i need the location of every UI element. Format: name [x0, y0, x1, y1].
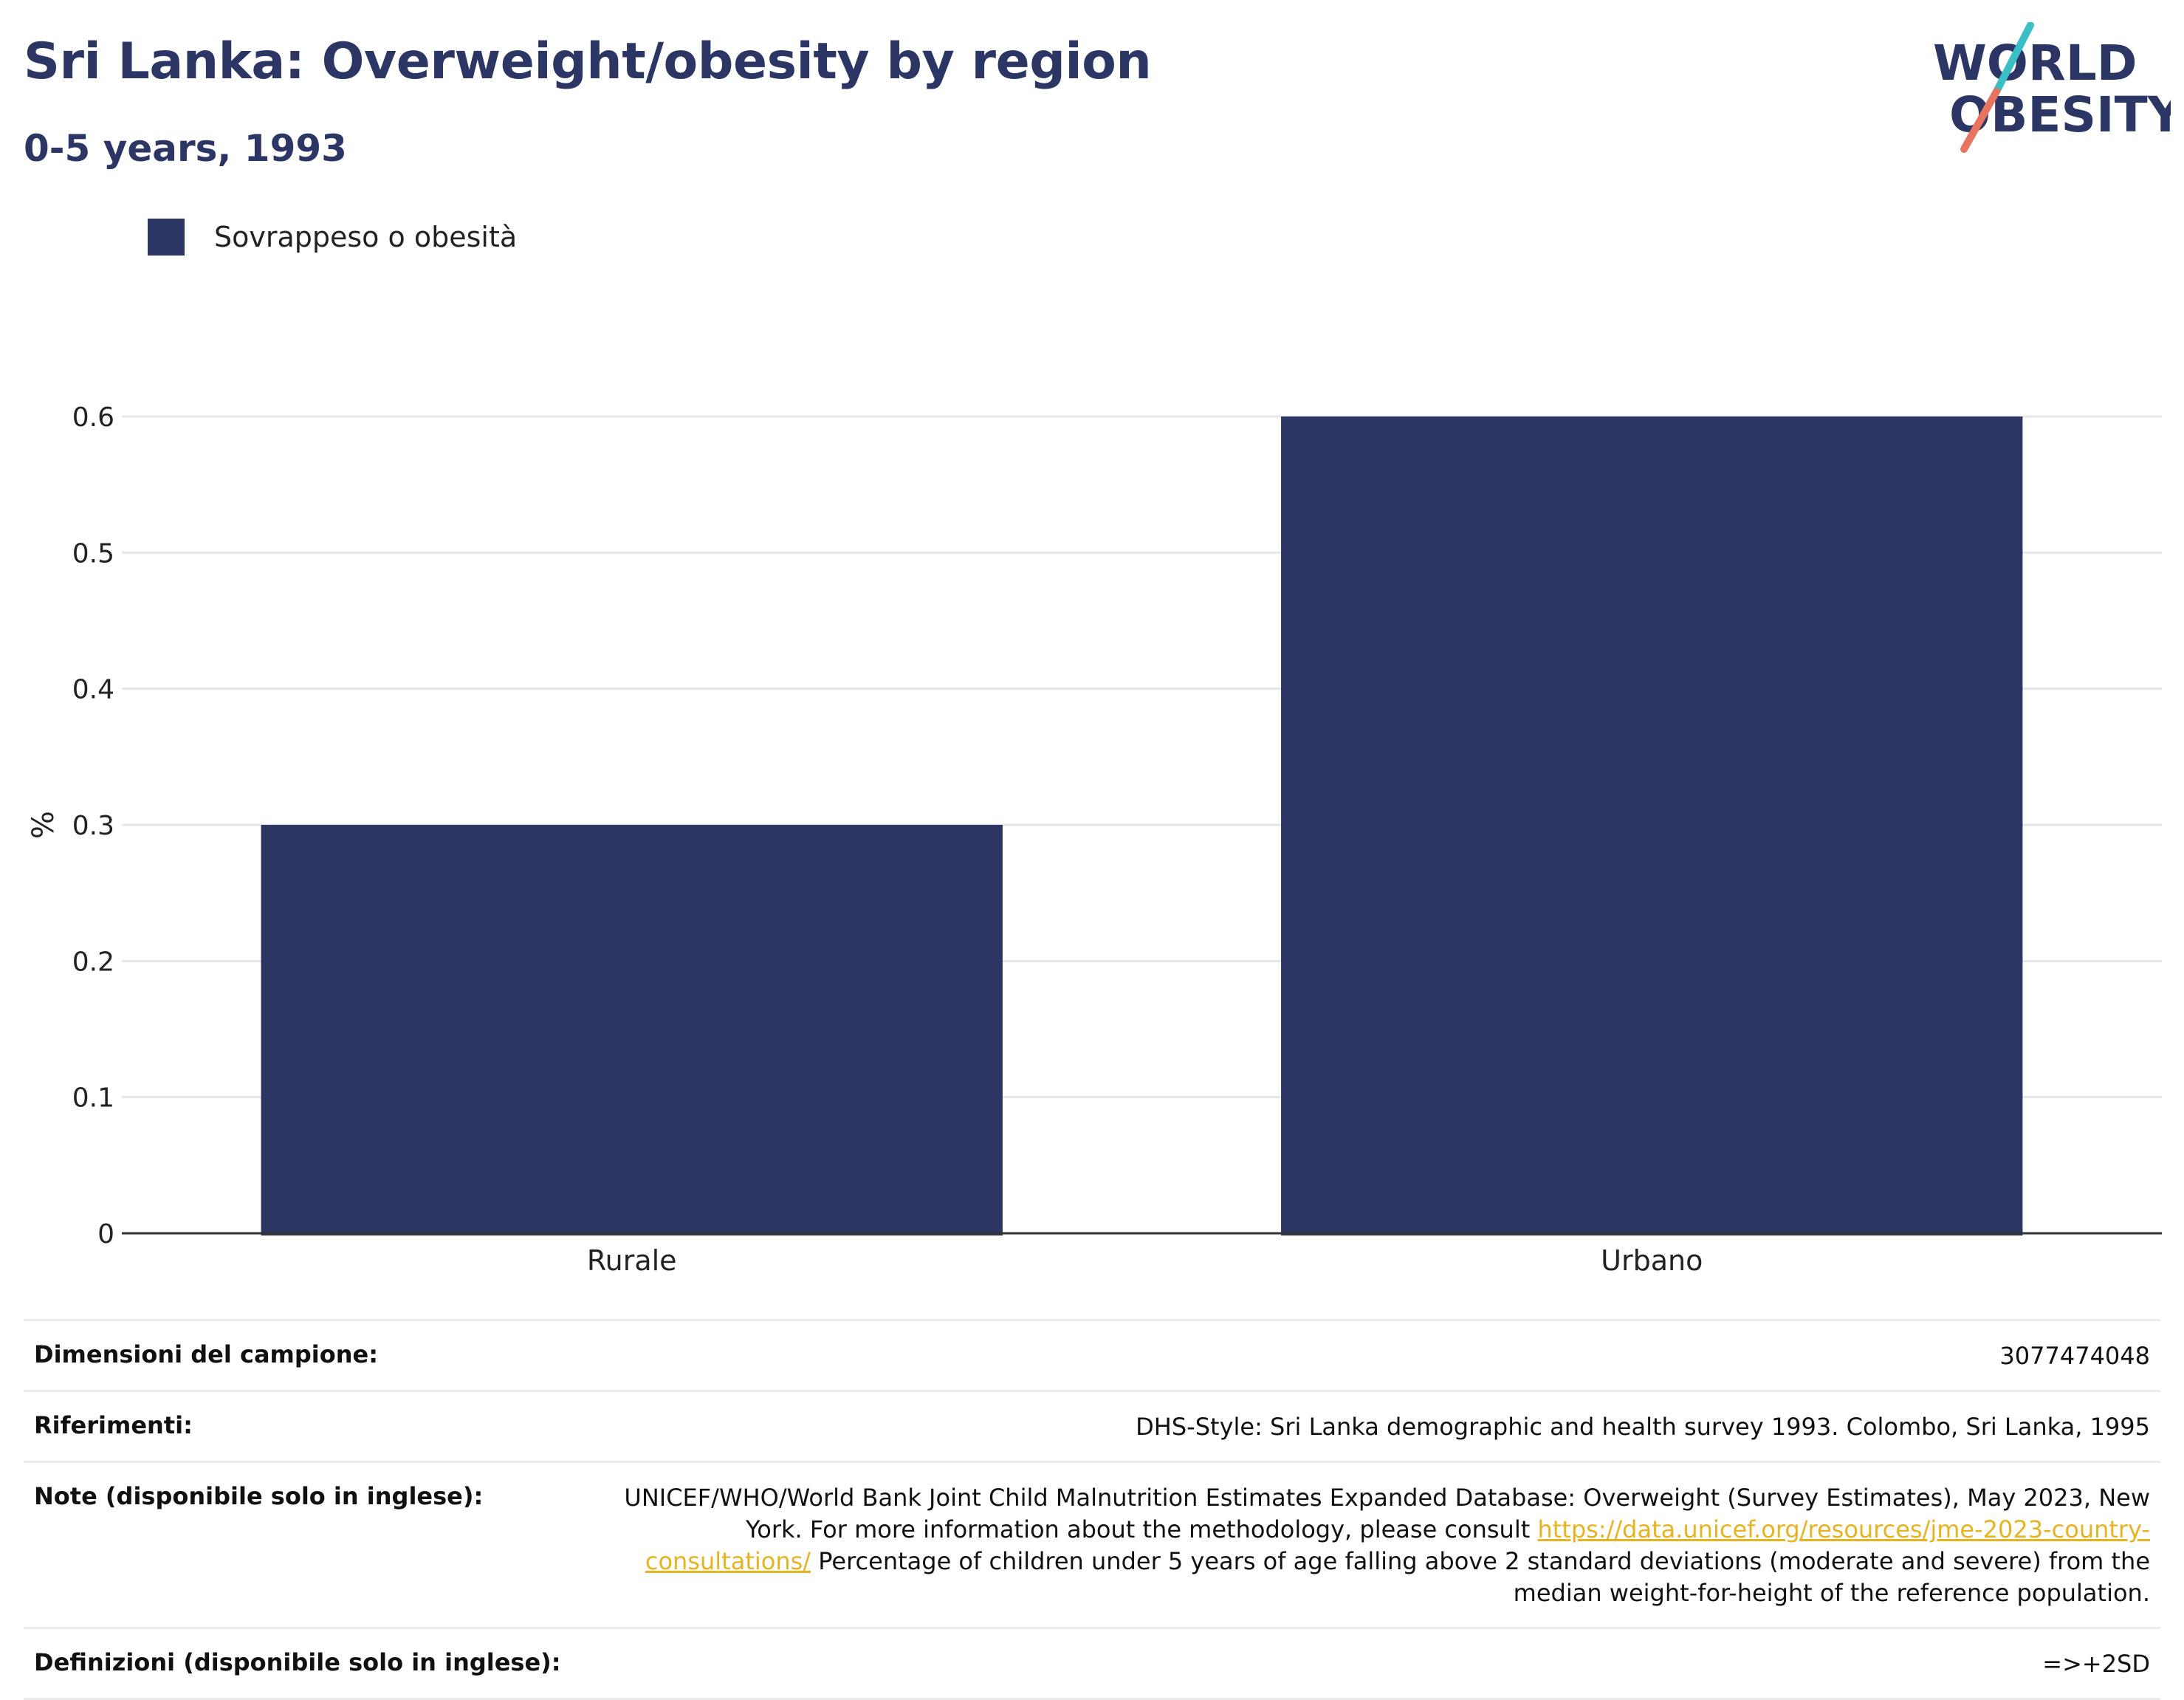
y-tick-label: 0.1 — [72, 1083, 114, 1114]
info-table: Dimensioni del campione: 3077474048 Rife… — [24, 1319, 2160, 1700]
notes-value: UNICEF/WHO/World Bank Joint Child Malnut… — [607, 1482, 2150, 1609]
x-tick-label: Rurale — [587, 1244, 677, 1277]
notes-text-after: Percentage of children under 5 years of … — [811, 1547, 2150, 1607]
chart-title: Sri Lanka: Overweight/obesity by region — [24, 32, 1152, 91]
references-value: DHS-Style: Sri Lanka demographic and hea… — [1136, 1413, 2150, 1441]
bars — [261, 417, 2023, 1235]
x-tick-label: Urbano — [1601, 1244, 1703, 1277]
world-obesity-logo: WORLD OBESITY — [1933, 22, 2171, 153]
legend[interactable]: Sovrappeso o obesità — [148, 218, 517, 256]
axes: 0 0.1 0.2 0.3 0.4 0.5 0.6 Rurale Urbano% — [27, 402, 2162, 1277]
methodology-link[interactable]: https://data.unicef.org/resources/jme-20… — [645, 1515, 2150, 1575]
references-label: Riferimenti: — [34, 1411, 193, 1439]
definitions-row: Definizioni (disponibile solo in inglese… — [24, 1627, 2160, 1700]
y-tick-label: 0 — [97, 1219, 114, 1250]
y-tick-label: 0.2 — [72, 947, 114, 977]
logo-slash-teal — [1993, 22, 2034, 95]
references-row: Riferimenti: DHS-Style: Sri Lanka demogr… — [24, 1390, 2160, 1461]
y-tick-label: 0.6 — [72, 402, 114, 433]
legend-label: Sovrappeso o obesità — [214, 221, 518, 253]
logo-line1: WORLD — [1933, 35, 2137, 92]
notes-label: Note (disponibile solo in inglese): — [34, 1482, 484, 1510]
y-axis-label: % — [27, 811, 61, 839]
definitions-label: Definizioni (disponibile solo in inglese… — [34, 1648, 561, 1676]
definitions-value: =>+2SD — [2042, 1650, 2150, 1678]
bar-chart: 0 0.1 0.2 0.3 0.4 0.5 0.6 Rurale Urbano% — [27, 402, 2162, 1277]
bar-rurale — [261, 825, 1003, 1235]
sample-size-value: 3077474048 — [1999, 1342, 2150, 1370]
logo-slash-coral — [1960, 88, 2000, 153]
legend-swatch — [148, 219, 185, 256]
sample-size-label: Dimensioni del campione: — [34, 1340, 379, 1368]
y-tick-label: 0.4 — [72, 675, 114, 705]
y-tick-label: 0.5 — [72, 538, 114, 569]
y-tick-label: 0.3 — [72, 811, 114, 841]
sample-size-row: Dimensioni del campione: 3077474048 — [24, 1319, 2160, 1390]
chart-subtitle: 0-5 years, 1993 — [24, 127, 347, 170]
notes-text-before: UNICEF/WHO/World Bank Joint Child Malnut… — [624, 1484, 2150, 1543]
notes-row: Note (disponibile solo in inglese): UNIC… — [24, 1461, 2160, 1627]
bar-urbano — [1281, 417, 2023, 1235]
